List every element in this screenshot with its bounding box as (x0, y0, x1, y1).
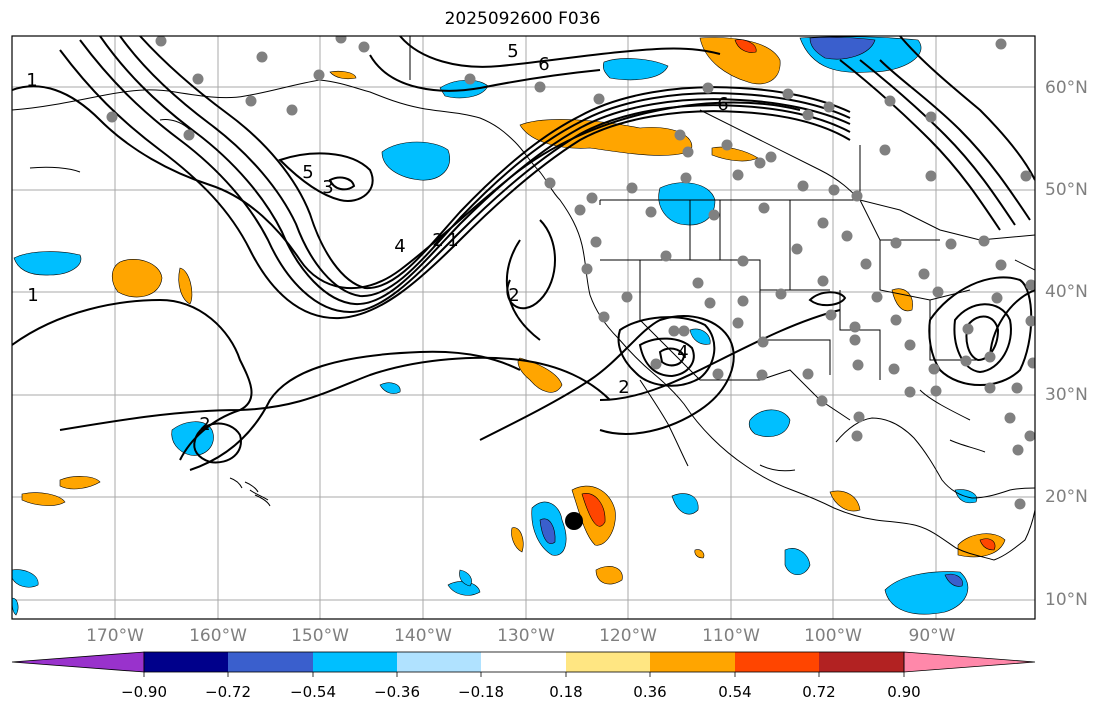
lon-label-120w: 120°W (599, 626, 657, 646)
contour-label-2: 2 (432, 230, 443, 251)
colorbar-tick: 0.18 (549, 683, 583, 701)
contour-label-5: 5 (302, 162, 313, 183)
anomaly-shading (12, 36, 1006, 616)
colorbar-tick: −0.36 (374, 683, 420, 701)
contour-label-4: 4 (394, 236, 405, 257)
colorbar (11, 651, 1036, 677)
station-dots (106, 36, 1035, 510)
contour-label-6: 6 (538, 54, 549, 75)
storm-center-marker (565, 512, 583, 530)
lat-label-60n: 60°N (1045, 78, 1088, 98)
colorbar-tick: −0.90 (121, 683, 167, 701)
contour-label-2-c: 2 (508, 285, 519, 306)
contour-label-2-b: 2 (199, 414, 210, 435)
colorbar-tick: 0.36 (633, 683, 667, 701)
lat-label-40n: 40°N (1045, 282, 1088, 302)
lon-label-150w: 150°W (291, 626, 349, 646)
contour-label-4-b: 4 (677, 342, 688, 363)
contour-label-3: 3 (322, 177, 333, 198)
lat-label-30n: 30°N (1045, 385, 1088, 405)
lon-label-130w: 130°W (497, 626, 555, 646)
lat-label-50n: 50°N (1045, 180, 1088, 200)
colorbar-tick: 0.54 (718, 683, 752, 701)
map-title: 2025092600 F036 (444, 9, 601, 29)
coastlines (12, 36, 1035, 561)
contour-label-1: 1 (26, 70, 37, 91)
colorbar-tick: −0.72 (205, 683, 251, 701)
lon-label-170w: 170°W (86, 626, 144, 646)
colorbar-max-extend (903, 651, 1036, 673)
contour-label-1-c: 1 (447, 230, 458, 251)
colorbar-tick: −0.54 (290, 683, 336, 701)
contour-label-6-b: 6 (717, 94, 728, 115)
hawaii-islands (229, 477, 271, 507)
colorbar-tick: −0.18 (458, 683, 504, 701)
map-frame (11, 35, 1036, 620)
lat-label-10n: 10°N (1045, 590, 1088, 610)
colorbar-tick: 0.72 (802, 683, 836, 701)
lon-label-160w: 160°W (189, 626, 247, 646)
colorbar-tick: 0.90 (887, 683, 921, 701)
height-contours (12, 36, 1035, 471)
contour-label-2-d: 2 (618, 377, 629, 398)
contour-label-5-b: 5 (507, 41, 518, 62)
colorbar-min-extend (11, 651, 145, 673)
lon-label-140w: 140°W (394, 626, 452, 646)
lat-label-20n: 20°N (1045, 487, 1088, 507)
lon-label-90w: 90°W (908, 626, 956, 646)
lon-label-110w: 110°W (702, 626, 760, 646)
lon-label-100w: 100°W (804, 626, 862, 646)
contour-label-1-b: 1 (27, 285, 38, 306)
